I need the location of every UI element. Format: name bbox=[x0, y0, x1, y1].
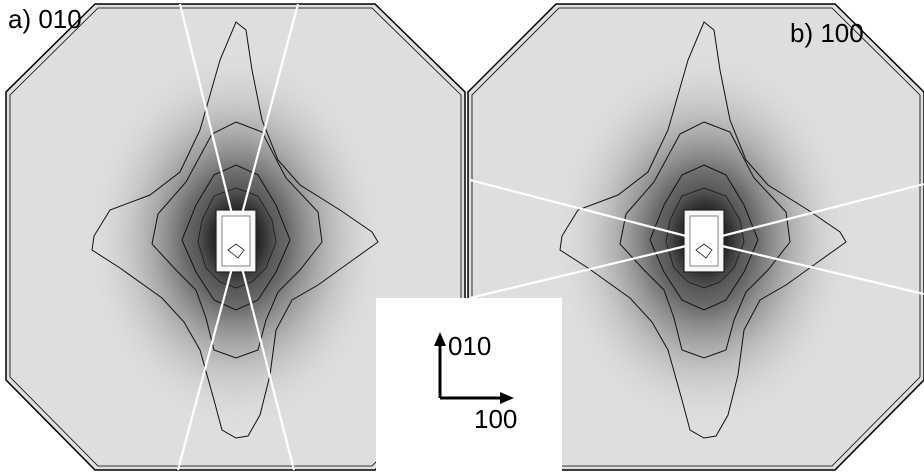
panel-b-sector-lines bbox=[469, 178, 924, 300]
panel-b-label: b) 100 bbox=[790, 18, 864, 48]
panel-b bbox=[467, 3, 924, 471]
axis-100-label: 100 bbox=[474, 404, 518, 434]
panel-a-contour-outer bbox=[91, 21, 379, 439]
axis-010-label: 010 bbox=[448, 331, 492, 361]
panel-a-sector-lines bbox=[176, 3, 300, 471]
panel-a-contour-mid bbox=[151, 121, 323, 359]
panel-a-label: a) 010 bbox=[8, 4, 82, 34]
panel-b-contour-inner bbox=[649, 164, 759, 311]
axes-legend-box bbox=[376, 298, 562, 474]
panel-b-contour-outer bbox=[559, 21, 847, 439]
panel-a bbox=[5, 3, 466, 471]
panel-a-contour-inner bbox=[181, 164, 291, 311]
panel-b-contour-mid bbox=[619, 121, 791, 359]
